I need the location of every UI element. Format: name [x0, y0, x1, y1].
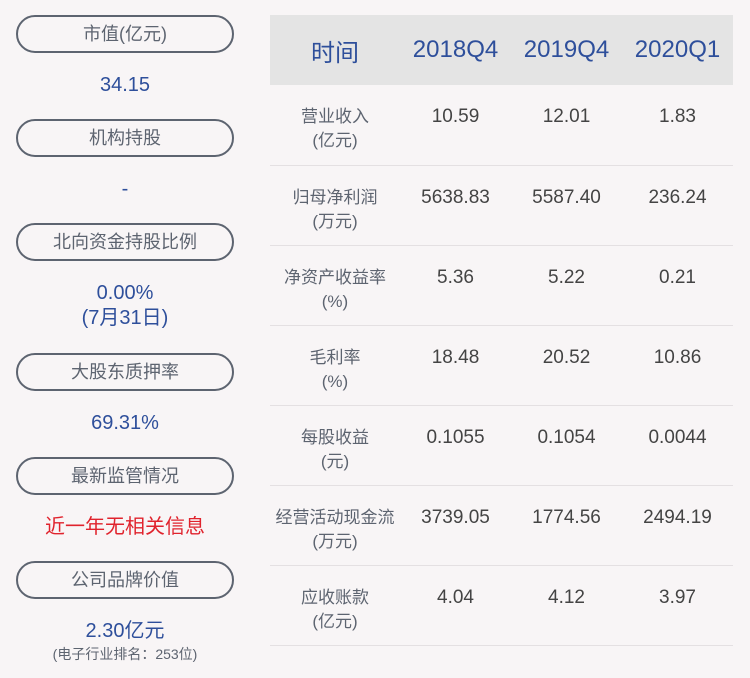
cell-value: 2494.19: [622, 485, 733, 566]
regulatory-status-label: 最新监管情况: [16, 457, 234, 495]
header-period: 2020Q1: [622, 15, 733, 85]
financial-table: 时间 2018Q4 2019Q4 2020Q1 营业收入 (亿元) 10.59 12.…: [270, 15, 733, 646]
regulatory-status-value: 近一年无相关信息: [45, 516, 205, 538]
table-header-row: 时间 2018Q4 2019Q4 2020Q1: [270, 15, 733, 85]
institutional-holding-value: -: [121, 178, 129, 200]
pledge-ratio-label: 大股东质押率: [16, 353, 234, 391]
cell-value: 3.97: [622, 565, 733, 646]
brand-value-value: 2.30亿元: [85, 620, 165, 642]
cell-value: 12.01: [511, 85, 622, 166]
cell-value: 1774.56: [511, 485, 622, 566]
metric-name: 净资产收益率: [284, 267, 386, 287]
row-label: 应收账款 (亿元): [270, 565, 400, 646]
row-label: 每股收益 (元): [270, 405, 400, 486]
table-row: 经营活动现金流 (万元) 3739.05 1774.56 2494.19: [270, 485, 733, 566]
metric-unit: (万元): [312, 211, 358, 231]
header-time: 时间: [270, 15, 400, 85]
metric-unit: (万元): [312, 531, 358, 551]
metric-unit: (亿元): [312, 611, 358, 631]
metric-name: 营业收入: [301, 107, 369, 126]
market-cap-value: 34.15: [99, 74, 151, 96]
row-label: 营业收入 (亿元): [270, 85, 400, 166]
header-period: 2019Q4: [511, 15, 622, 85]
institutional-holding-label: 机构持股: [16, 119, 234, 157]
cell-value: 5587.40: [511, 165, 622, 246]
cell-value: 5.36: [400, 245, 511, 326]
metric-name: 每股收益: [301, 427, 369, 447]
cell-value: 10.86: [622, 325, 733, 406]
row-label: 经营活动现金流 (万元): [270, 485, 400, 566]
cell-value: 18.48: [400, 325, 511, 406]
cell-value: 4.12: [511, 565, 622, 646]
cell-value: 10.59: [400, 85, 511, 166]
metric-unit: (元): [320, 451, 350, 471]
metric-name: 经营活动现金流: [275, 507, 395, 527]
metric-name: 归母净利润: [292, 187, 378, 207]
cell-value: 0.21: [622, 245, 733, 326]
table-row: 每股收益 (元) 0.1055 0.1054 0.0044: [270, 405, 733, 486]
cell-value: 0.1055: [400, 405, 511, 486]
northbound-holding-value: 0.00%: [96, 282, 154, 304]
cell-value: 3739.05: [400, 485, 511, 566]
cell-value: 0.0044: [622, 405, 733, 486]
cell-value: 4.04: [400, 565, 511, 646]
row-label: 净资产收益率 (%): [270, 245, 400, 326]
northbound-holding-label: 北向资金持股比例: [16, 223, 234, 261]
pledge-ratio-value: 69.31%: [91, 412, 159, 434]
cell-value: 236.24: [622, 165, 733, 246]
market-cap-label: 市值(亿元): [16, 15, 234, 53]
metric-name: 应收账款: [301, 587, 369, 607]
table-row: 净资产收益率 (%) 5.36 5.22 0.21: [270, 245, 733, 326]
table-row: 营业收入 (亿元) 10.59 12.01 1.83: [270, 85, 733, 166]
metric-name: 毛利率: [309, 347, 361, 367]
cell-value: 0.1054: [511, 405, 622, 486]
brand-value-rank: (电子行业排名：253位): [52, 646, 198, 662]
table-row: 归母净利润 (万元) 5638.83 5587.40 236.24: [270, 165, 733, 246]
cell-value: 5.22: [511, 245, 622, 326]
northbound-holding-date: (7月31日): [81, 307, 169, 329]
metric-unit: (%): [321, 291, 349, 311]
cell-value: 1.83: [622, 85, 733, 166]
metric-unit: (%): [321, 371, 349, 391]
table-row: 毛利率 (%) 18.48 20.52 10.86: [270, 325, 733, 406]
brand-value-label: 公司品牌价值: [16, 561, 234, 599]
header-period: 2018Q4: [400, 15, 511, 85]
cell-value: 5638.83: [400, 165, 511, 246]
row-label: 归母净利润 (万元): [270, 165, 400, 246]
row-label: 毛利率 (%): [270, 325, 400, 406]
table-row: 应收账款 (亿元) 4.04 4.12 3.97: [270, 565, 733, 646]
metric-unit: (亿元): [312, 131, 358, 150]
cell-value: 20.52: [511, 325, 622, 406]
